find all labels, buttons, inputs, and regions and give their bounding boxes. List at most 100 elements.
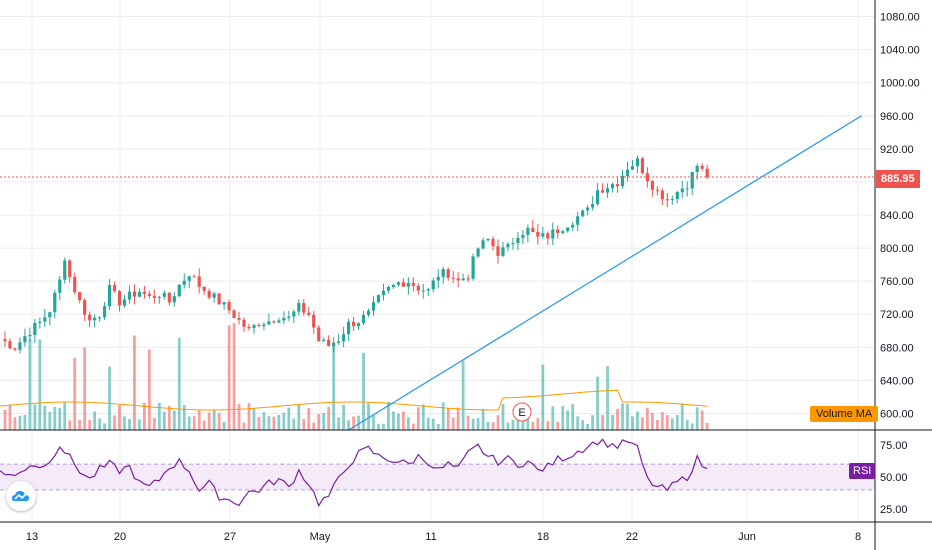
x-tick-label: 22	[626, 531, 638, 543]
volume-bar	[352, 416, 355, 430]
candle-body	[68, 260, 72, 278]
rsi-pane	[0, 438, 875, 508]
volume-bar	[546, 421, 550, 430]
volume-bar	[342, 404, 346, 430]
volume-bar	[98, 418, 101, 430]
volume-bar	[83, 347, 87, 430]
volume-bar	[636, 411, 639, 430]
volume-bar	[232, 323, 236, 430]
candle-body	[476, 248, 480, 257]
volume-bar	[192, 416, 196, 430]
candle-body	[162, 292, 166, 297]
volume-bar	[690, 423, 694, 430]
volume-bar	[212, 409, 216, 430]
volume-bar	[411, 423, 415, 430]
volume-bar	[392, 411, 395, 430]
overlays: E	[0, 115, 875, 431]
candle-body	[471, 256, 475, 279]
y-tick-label: 840.00	[880, 210, 914, 222]
volume-bar	[506, 422, 510, 430]
volume-bar	[496, 415, 500, 430]
volume-bar	[152, 417, 156, 430]
candle-body	[28, 334, 32, 337]
candle-body	[98, 317, 102, 319]
volume-bar	[287, 407, 291, 430]
candle-body	[491, 238, 495, 247]
candle-body	[391, 284, 396, 287]
volume-bar	[3, 409, 7, 430]
volume-bar	[606, 366, 609, 430]
volume-bar	[511, 419, 515, 430]
candle-body	[102, 306, 107, 318]
candle-body	[610, 184, 615, 189]
candle-body	[700, 165, 704, 169]
volume-bar	[536, 418, 540, 430]
volume-bar	[616, 408, 619, 430]
candle-body	[187, 276, 191, 281]
volume-bar	[401, 411, 405, 430]
volume-bar	[382, 423, 385, 430]
volume-bar	[660, 412, 664, 430]
candle-body	[267, 321, 271, 325]
volume-bar	[387, 402, 390, 430]
candle-body	[660, 190, 664, 200]
volume-bar	[33, 404, 37, 430]
volume-bar	[476, 417, 480, 430]
candle-body	[33, 322, 37, 335]
candle-body	[536, 232, 540, 237]
volume-bar	[247, 403, 251, 430]
volume-bar	[626, 403, 629, 430]
y-tick-label: 640.00	[880, 375, 914, 387]
candle-body	[665, 199, 669, 201]
volume-bar	[372, 415, 375, 430]
earnings-marker	[512, 402, 532, 422]
candle-body	[605, 188, 610, 193]
volume-bar	[646, 407, 649, 430]
candle-body	[93, 317, 97, 321]
volume-bar	[421, 404, 425, 430]
candle-body	[456, 278, 460, 281]
candle-body	[556, 229, 560, 234]
volume-bar	[292, 418, 296, 430]
candle-body	[202, 286, 206, 291]
rsi-tick-label: 25.00	[880, 504, 908, 516]
x-tick-label: Jun	[738, 531, 756, 543]
volume-bar	[441, 402, 445, 430]
volume-bar	[113, 415, 116, 430]
candle-body	[48, 312, 52, 318]
candle-body	[361, 314, 366, 324]
candle-body	[351, 321, 356, 327]
candle-body	[252, 325, 256, 329]
volume-ma-line	[0, 389, 708, 411]
volume-bar	[277, 414, 281, 430]
x-tick-label: 11	[425, 531, 436, 543]
candle-body	[421, 290, 425, 292]
candle-body	[257, 325, 261, 327]
volume-bar	[397, 413, 400, 430]
volume-bar	[700, 410, 704, 430]
volume-bar	[327, 406, 331, 430]
candle-body	[127, 291, 132, 300]
candle-body	[600, 190, 605, 193]
y-tick-label: 600.00	[880, 408, 914, 420]
rsi-label[interactable]: RSI	[849, 463, 876, 479]
volume-bar	[207, 412, 211, 430]
candle-body	[486, 238, 490, 241]
volume-bar	[63, 402, 67, 430]
tradingview-logo-icon[interactable]	[6, 481, 36, 511]
candle-body	[406, 282, 410, 287]
volume-bar	[53, 406, 57, 430]
candle-body	[217, 293, 221, 305]
volume-bar	[23, 414, 27, 430]
y-tick-label: 1040.00	[880, 45, 920, 57]
candle-body	[451, 277, 455, 279]
candle-body	[73, 277, 77, 293]
candle-body	[571, 224, 575, 228]
volume-bar	[576, 416, 580, 430]
candle-body	[222, 302, 226, 305]
candle-body	[242, 319, 246, 327]
candle-body	[501, 247, 505, 256]
volume-ma-label[interactable]: Volume MA	[810, 406, 879, 422]
candle-body	[282, 317, 286, 321]
